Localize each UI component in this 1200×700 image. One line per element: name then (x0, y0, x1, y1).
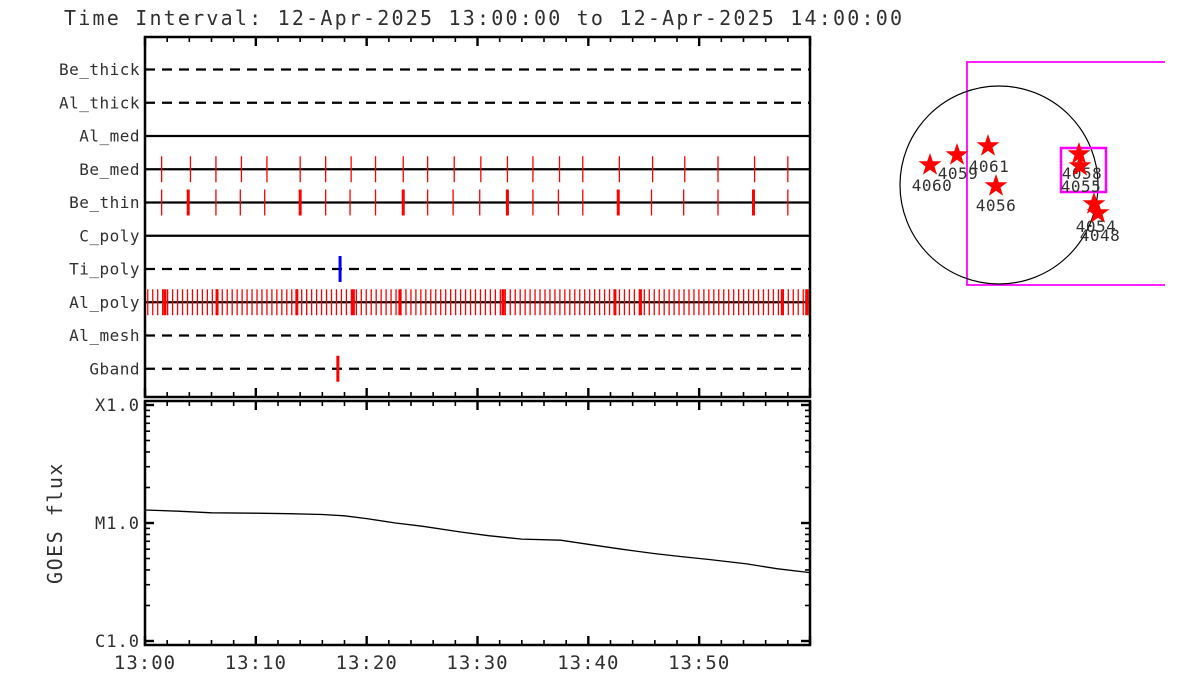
solar-limb-circle (899, 85, 1099, 285)
filter-row-label: Be_med (79, 160, 140, 179)
goes-xtick-label: 13:50 (668, 652, 730, 674)
goes-ytick-label: M1.0 (95, 514, 140, 534)
filter-row-label: Ti_poly (69, 260, 140, 279)
timeline-border (143, 35, 812, 399)
active-region-label: 4058 (1062, 164, 1103, 183)
active-region-label: 4060 (912, 176, 953, 195)
active-region-star-marker (984, 174, 1008, 196)
filter-row-label: Gband (89, 359, 140, 378)
fov-box (966, 61, 1165, 286)
active-region-label: 4059 (938, 164, 979, 183)
filter-timeline-panel: Be_thick Al_thick Al_med Be_med Be_thin C_pol… (59, 35, 812, 399)
active-region-label: 4061 (969, 157, 1010, 176)
goes-ytick-label: C1.0 (95, 632, 140, 652)
goes-flux-panel: C1.0 M1.0 X1.0 13:00 13:10 13:20 13:30 13:40 13:… (95, 396, 812, 674)
filter-row-label: Al_thick (59, 93, 140, 112)
filter-row-label: Be_thin (69, 193, 140, 212)
filter-row-label: Al_med (79, 127, 140, 146)
filter-row-label: Al_poly (69, 293, 140, 312)
filter-row-label: Al_mesh (69, 326, 140, 345)
goes-xtick-label: 13:20 (336, 652, 398, 674)
goes-y-axis-title: GOES flux (43, 462, 67, 584)
active-region-star-marker (918, 153, 942, 175)
active-region-label: 4056 (976, 196, 1017, 215)
goes-flux-curve (144, 509, 811, 574)
filter-row-label: Be_thick (59, 60, 140, 79)
goes-xtick-label: 13:00 (114, 652, 176, 674)
active-region-star-marker (1086, 201, 1110, 223)
active-region-star-marker (1067, 142, 1091, 164)
plot-title: Time Interval: 12-Apr-2025 13:00:00 to 1… (64, 6, 904, 30)
active-region-label: 4048 (1080, 226, 1121, 245)
target-box (1059, 146, 1108, 194)
goes-ytick-label: X1.0 (95, 396, 140, 416)
active-region-star-marker (945, 143, 969, 165)
active-region-label: 4054 (1076, 217, 1117, 236)
active-region-star-marker (1082, 192, 1106, 214)
goes-xtick-label: 13:40 (557, 652, 619, 674)
filter-row-label: C_poly (79, 226, 140, 245)
active-region-star-marker (976, 134, 1000, 156)
goes-border (143, 399, 812, 647)
goes-xtick-label: 13:30 (446, 652, 508, 674)
goes-xtick-label: 13:10 (225, 652, 287, 674)
active-region-label: 4055 (1061, 177, 1102, 196)
active-region-star-marker (1068, 154, 1092, 176)
